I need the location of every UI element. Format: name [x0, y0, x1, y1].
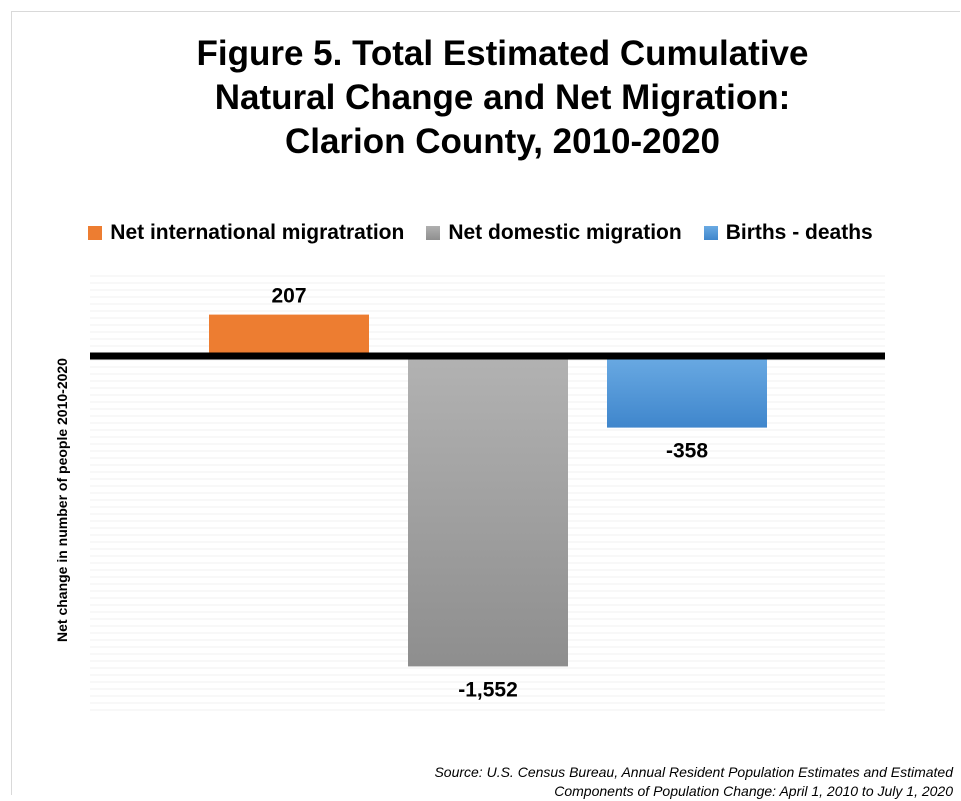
legend-item-domestic: Net domestic migration	[426, 218, 682, 248]
data-labels: 207 -1,552 -358	[271, 285, 708, 702]
bar-domestic	[408, 356, 568, 667]
chart-frame	[11, 11, 960, 795]
bar-births-deaths	[607, 356, 767, 428]
legend-item-births-deaths: Births - deaths	[703, 218, 873, 248]
title-line-1: Figure 5. Total Estimated Cumulative	[196, 34, 809, 73]
legend-label-international: Net international migratration	[110, 221, 405, 244]
legend-label-births-deaths: Births - deaths	[725, 221, 873, 244]
legend-swatch-international	[88, 226, 103, 240]
bar-international	[209, 314, 369, 356]
title-line-3: Clarion County, 2010-2020	[284, 122, 721, 161]
data-label-births-deaths: -358	[666, 440, 708, 463]
legend-swatch-domestic	[426, 226, 441, 240]
legend-item-international: Net international migratration	[88, 218, 404, 248]
legend-swatch-births-deaths	[703, 226, 718, 240]
data-label-international: 207	[271, 285, 306, 308]
chart-legend: Net international migratration Net domes…	[0, 218, 961, 248]
source-line-1: Source: U.S. Census Bureau, Annual Resid…	[434, 764, 953, 780]
source-note: Source: U.S. Census Bureau, Annual Resid…	[193, 763, 953, 801]
source-line-2: Components of Population Change: April 1…	[554, 783, 953, 799]
chart-title: Figure 5. Total Estimated Cumulative Nat…	[60, 32, 945, 164]
legend-label-domestic: Net domestic migration	[448, 221, 682, 244]
title-line-2: Natural Change and Net Migration:	[214, 78, 791, 117]
bars	[209, 314, 767, 667]
data-label-domestic: -1,552	[458, 678, 518, 701]
